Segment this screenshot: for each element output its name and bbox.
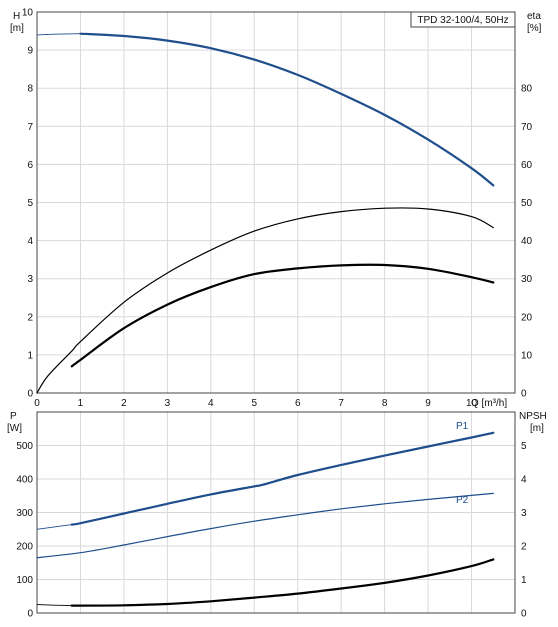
power-tick-label: 200	[16, 542, 33, 553]
head-tick-label: 9	[27, 46, 33, 57]
chart-title-box	[410, 11, 516, 28]
eta-tick-label: 30	[521, 274, 533, 285]
power-axis-symbol: P	[10, 411, 17, 422]
series-line-bottom-0-extension	[36, 524, 72, 530]
series-line-top-0-extension	[36, 33, 81, 36]
flow-tick-label: 7	[338, 398, 344, 409]
head-tick-label: 4	[27, 236, 33, 247]
npsh-tick-label: 3	[521, 508, 527, 519]
flow-tick-label: 0	[34, 398, 40, 409]
top-chart-frame	[36, 11, 516, 394]
head-tick-label: 7	[27, 122, 33, 133]
flow-tick-label: 5	[251, 398, 257, 409]
series-line-bottom-0	[70, 431, 495, 526]
flow-axis-ticks: 0 1 2 3 4 5 6 7 8 9 10	[34, 398, 477, 409]
eta-axis-symbol: eta	[527, 11, 541, 22]
top-chart-grid	[36, 11, 515, 394]
npsh-tick-label: 1	[521, 575, 527, 586]
power-tick-label: 100	[16, 575, 33, 586]
flow-axis-label: Q [m³/h]	[471, 398, 507, 409]
series-line-top-1	[36, 207, 494, 394]
eta-tick-label: 80	[521, 84, 533, 95]
power-tick-label: 300	[16, 508, 33, 519]
flow-tick-label: 2	[121, 398, 127, 409]
power-axis-unit: [W]	[7, 423, 22, 434]
eta-tick-label: 60	[521, 160, 533, 171]
bottom-chart-series	[36, 431, 495, 607]
head-tick-label: 6	[27, 160, 33, 171]
eta-tick-label: 40	[521, 236, 533, 247]
npsh-tick-label: 2	[521, 542, 527, 553]
series-line-top-2	[70, 263, 495, 368]
npsh-tick-label: 5	[521, 441, 527, 452]
head-tick-label: 10	[22, 8, 34, 19]
flow-tick-label: 1	[78, 398, 84, 409]
series-label-p1: P1	[456, 421, 469, 432]
head-tick-label: 0	[27, 389, 33, 400]
eta-tick-label: 10	[521, 350, 533, 361]
flow-tick-label: 4	[208, 398, 214, 409]
flow-tick-label: 9	[425, 398, 431, 409]
head-axis-unit: [m]	[10, 23, 24, 34]
eta-tick-label: 70	[521, 122, 533, 133]
series-line-bottom-2	[70, 558, 495, 607]
series-label-p2: P2	[456, 495, 469, 506]
eta-axis-ticks: 0 10 20 30 40 50 60 70 80	[521, 84, 533, 400]
head-axis-symbol: H	[13, 11, 20, 22]
flow-tick-label: 6	[295, 398, 301, 409]
npsh-axis-ticks: 0 1 2 3 4 5	[521, 441, 527, 620]
flow-tick-label: 10	[466, 398, 478, 409]
power-axis-ticks: 0 100 200 300 400 500	[16, 441, 33, 620]
npsh-axis-unit: [m]	[530, 423, 544, 434]
chart-title: TPD 32-100/4, 50Hz	[417, 15, 508, 26]
eta-tick-label: 20	[521, 312, 533, 323]
head-tick-label: 8	[27, 84, 33, 95]
eta-tick-label: 50	[521, 198, 533, 209]
head-tick-label: 2	[27, 312, 33, 323]
power-tick-label: 500	[16, 441, 33, 452]
head-axis-ticks: 0 1 2 3 4 5 6 7 8 9 10	[22, 8, 34, 400]
npsh-tick-label: 0	[521, 609, 527, 620]
head-tick-label: 1	[27, 350, 33, 361]
eta-tick-label: 0	[521, 389, 527, 400]
head-tick-label: 5	[27, 198, 33, 209]
series-line-bottom-2-extension	[36, 604, 72, 607]
series-line-bottom-1	[36, 492, 494, 559]
npsh-tick-label: 4	[521, 475, 527, 486]
power-tick-label: 0	[27, 609, 33, 620]
bottom-chart-frame	[36, 411, 516, 614]
power-tick-label: 400	[16, 475, 33, 486]
top-chart-series	[36, 32, 495, 394]
npsh-axis-symbol: NPSH	[519, 411, 547, 422]
series-line-top-0	[79, 32, 495, 187]
eta-axis-unit: [%]	[527, 23, 542, 34]
flow-tick-label: 3	[165, 398, 171, 409]
flow-tick-label: 8	[382, 398, 388, 409]
bottom-chart-grid	[36, 412, 515, 614]
head-tick-label: 3	[27, 274, 33, 285]
